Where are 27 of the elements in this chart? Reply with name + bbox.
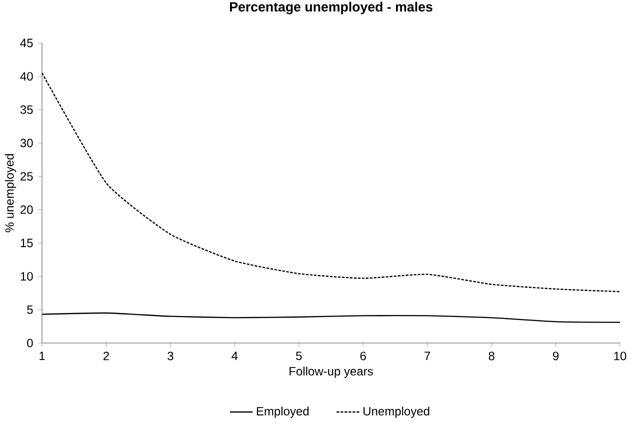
- y-axis-title: % unemployed: [4, 154, 16, 232]
- line-series: [42, 312, 620, 323]
- x-tick-label: 2: [103, 352, 109, 360]
- x-tick-label: 1: [40, 352, 45, 360]
- y-tick-label: 5: [27, 305, 33, 314]
- legend-label: Employed: [256, 406, 309, 418]
- x-tick-label: 7: [424, 352, 430, 360]
- x-tick-label: 9: [553, 352, 559, 360]
- x-tick-label: 10: [614, 352, 626, 360]
- y-tick-label: 30: [20, 138, 33, 148]
- y-tick-label: 10: [20, 272, 33, 281]
- y-tick-label: 40: [20, 72, 33, 81]
- line-series: [42, 72, 620, 292]
- chart-title: Percentage unemployed - males: [230, 2, 432, 14]
- y-tick-label: 35: [20, 105, 33, 114]
- y-tick-label: 25: [20, 172, 33, 181]
- legend-label: Unemployed: [364, 406, 430, 418]
- x-tick-label: 6: [360, 352, 366, 360]
- x-tick-label: 4: [232, 352, 238, 360]
- x-tick-label: 3: [168, 352, 174, 360]
- x-tick-label: 8: [488, 352, 494, 360]
- y-tick-label: 15: [20, 238, 33, 248]
- x-axis-title: Follow-up years: [290, 366, 373, 378]
- y-tick-label: 0: [27, 338, 33, 348]
- x-tick-label: 5: [296, 352, 302, 360]
- y-tick-label: 45: [20, 38, 33, 48]
- y-tick-label: 20: [20, 205, 33, 214]
